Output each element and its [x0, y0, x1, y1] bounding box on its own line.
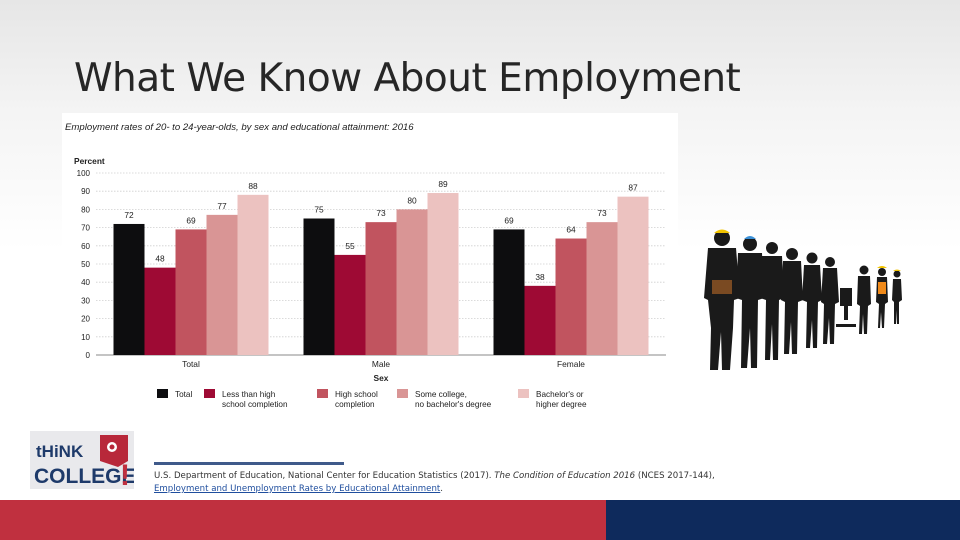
think-college-logo-icon: tHiNK COLLEGE !	[30, 431, 134, 489]
footer-bar-blue	[606, 500, 960, 540]
bar-value-label: 88	[248, 181, 258, 191]
y-tick-label: 30	[81, 296, 90, 305]
bar	[586, 222, 618, 355]
reference-report-number: (NCES 2017-144),	[635, 471, 715, 481]
legend-label: higher degree	[536, 400, 587, 409]
bar	[175, 229, 207, 355]
reference-citation: U.S. Department of Education, National C…	[154, 470, 764, 496]
legend-label: High school	[335, 390, 378, 399]
legend-swatch	[397, 389, 408, 398]
reference-publication: The Condition of Education 2016	[494, 471, 636, 481]
legend-label: Bachelor's or	[536, 390, 584, 399]
bar	[555, 238, 587, 355]
legend-label: school completion	[222, 400, 288, 409]
bar	[303, 218, 335, 355]
bar-value-label: 75	[314, 205, 324, 215]
slide-title: What We Know About Employment	[74, 56, 741, 101]
bar-value-label: 80	[407, 195, 417, 205]
y-tick-label: 100	[77, 169, 91, 178]
y-axis-label: Percent	[74, 156, 105, 166]
y-tick-label: 60	[81, 242, 90, 251]
employment-bar-chart: Employment rates of 20- to 24-year-olds,…	[65, 122, 666, 409]
bar	[493, 229, 525, 355]
x-axis-label: Sex	[374, 373, 389, 383]
bar-value-label: 69	[504, 215, 514, 225]
x-category-label: Female	[557, 359, 585, 369]
legend-swatch	[317, 389, 328, 398]
legend-label: no bachelor's degree	[415, 400, 492, 409]
bar	[334, 254, 366, 355]
reference-end: .	[440, 484, 444, 494]
bar-value-label: 73	[597, 208, 607, 218]
bar	[396, 209, 428, 355]
bar	[365, 222, 397, 355]
y-tick-label: 90	[81, 187, 90, 196]
legend-swatch	[204, 389, 215, 398]
bar	[113, 223, 145, 355]
y-tick-label: 40	[81, 278, 90, 287]
bar-value-label: 89	[438, 179, 448, 189]
legend-label: Less than high	[222, 390, 276, 399]
legend-swatch	[518, 389, 529, 398]
bar	[144, 267, 176, 355]
bar	[237, 194, 269, 355]
y-tick-label: 50	[81, 260, 90, 269]
bar-value-label: 64	[566, 225, 576, 235]
bar-value-label: 55	[345, 241, 355, 251]
logo-text-think: tHiNK	[36, 442, 84, 461]
bar-value-label: 69	[186, 215, 196, 225]
bar-value-label: 72	[124, 210, 134, 220]
chart-title: Employment rates of 20- to 24-year-olds,…	[65, 122, 414, 133]
y-tick-label: 70	[81, 224, 90, 233]
logo-text-college: COLLEGE	[34, 465, 134, 488]
bar	[206, 214, 238, 355]
bar	[617, 196, 649, 355]
bar	[524, 285, 556, 355]
y-tick-label: 80	[81, 205, 90, 214]
workers-silhouette-icon	[704, 229, 902, 370]
logo-exclamation: !	[120, 459, 130, 489]
bar-value-label: 87	[628, 183, 638, 193]
bar-value-label: 77	[217, 201, 227, 211]
legend-label: completion	[335, 400, 375, 409]
bar-value-label: 48	[155, 254, 165, 264]
bar-value-label: 38	[535, 272, 545, 282]
y-tick-label: 10	[81, 333, 90, 342]
legend-label: Some college,	[415, 390, 467, 399]
reference-link[interactable]: Employment and Unemployment Rates by Edu…	[154, 484, 441, 494]
y-tick-label: 20	[81, 315, 90, 324]
y-tick-label: 0	[86, 351, 91, 360]
x-category-label: Male	[372, 359, 390, 369]
reference-text: U.S. Department of Education, National C…	[154, 471, 495, 481]
legend-label: Total	[175, 390, 192, 399]
reference-divider	[154, 462, 344, 465]
x-category-label: Total	[182, 359, 200, 369]
chart-panel: Employment rates of 20- to 24-year-olds,…	[62, 113, 678, 411]
bar-value-label: 73	[376, 208, 386, 218]
bar	[427, 193, 459, 355]
footer-bar-red	[0, 500, 606, 540]
legend-swatch	[157, 389, 168, 398]
